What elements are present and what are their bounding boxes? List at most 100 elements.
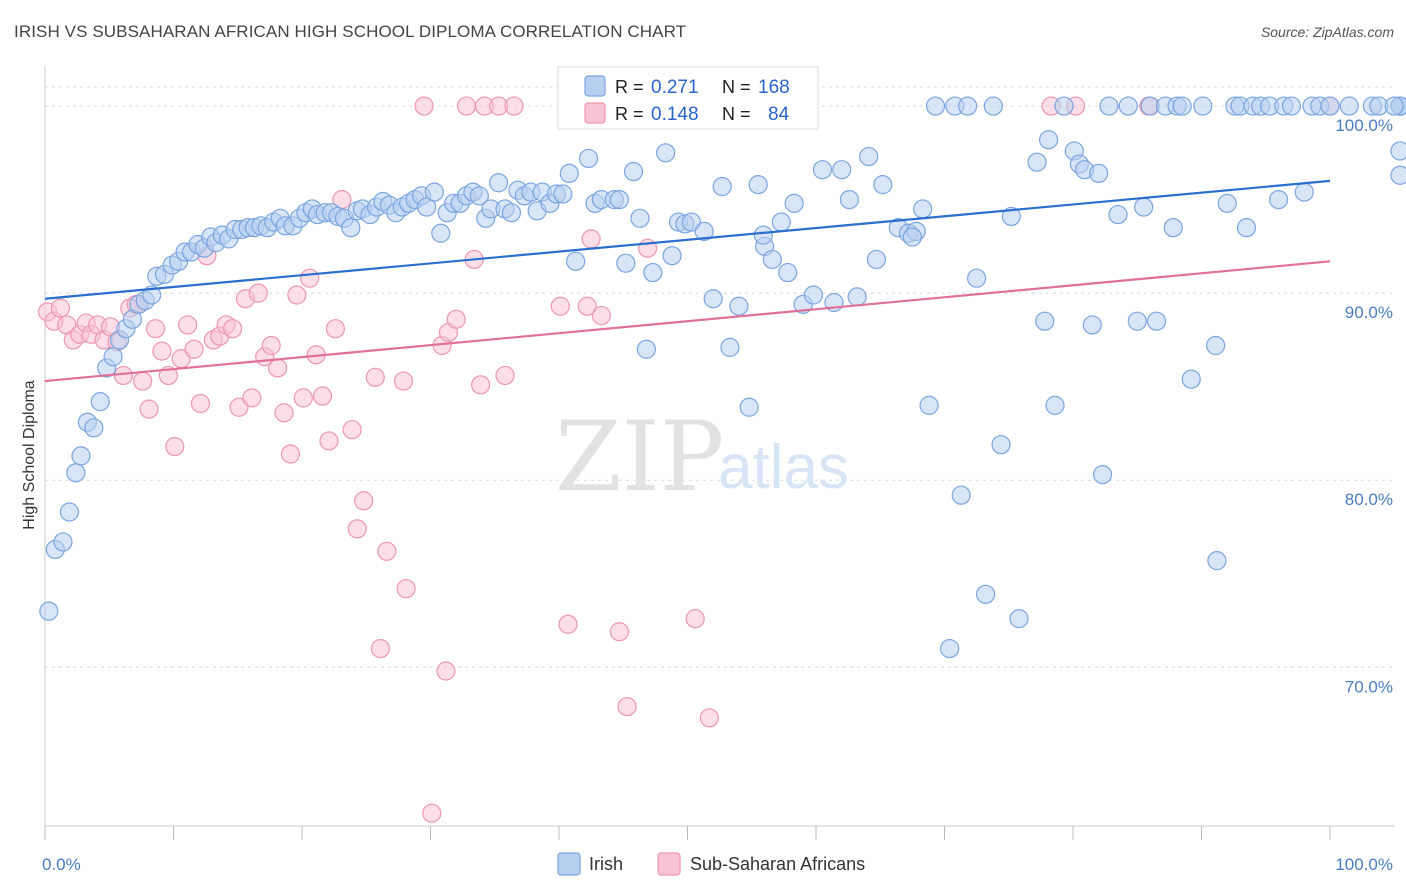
- data-point: [1236, 218, 1257, 238]
- data-point: [456, 96, 477, 116]
- data-point: [577, 296, 597, 316]
- data-point: [396, 579, 416, 599]
- data-point: [1294, 182, 1314, 202]
- data-point: [566, 251, 586, 271]
- data-point: [90, 392, 110, 412]
- data-point: [414, 96, 434, 116]
- axis-layer: [44, 66, 1395, 840]
- legend-r-value-irish: 0.271: [651, 77, 699, 98]
- data-point: [293, 388, 313, 408]
- data-point: [1320, 96, 1340, 116]
- data-point: [643, 262, 663, 283]
- data-point: [300, 268, 320, 288]
- data-point: [103, 347, 123, 367]
- data-point: [431, 223, 451, 243]
- data-point: [377, 541, 397, 561]
- data-point: [274, 403, 294, 423]
- data-point: [784, 193, 804, 213]
- data-point: [1108, 204, 1128, 225]
- data-point: [685, 609, 705, 629]
- data-point: [913, 199, 933, 219]
- data-point: [1163, 218, 1183, 238]
- data-point: [958, 96, 978, 116]
- data-point: [66, 463, 86, 483]
- data-point: [1339, 96, 1359, 116]
- data-point: [325, 319, 346, 339]
- data-point: [248, 283, 268, 303]
- data-point: [578, 148, 599, 169]
- data-point: [976, 584, 996, 604]
- data-point: [489, 173, 509, 193]
- data-point: [267, 358, 288, 378]
- data-point: [859, 146, 879, 167]
- data-point: [347, 519, 367, 539]
- y-tick-label: 100.0%: [1335, 116, 1393, 135]
- data-point: [1172, 96, 1192, 116]
- data-point: [609, 189, 629, 210]
- data-point: [839, 189, 860, 210]
- data-point: [559, 163, 579, 184]
- data-point: [145, 319, 166, 339]
- data-point: [1045, 395, 1065, 415]
- data-point: [617, 696, 637, 717]
- data-point: [1390, 165, 1406, 185]
- tick-labels: 70.0% 80.0% 90.0% 100.0% 0.0% 100.0%: [42, 116, 1393, 874]
- data-point: [1281, 96, 1302, 116]
- data-point: [319, 431, 339, 451]
- data-point: [866, 249, 886, 270]
- data-point: [184, 339, 204, 359]
- data-point: [919, 395, 939, 415]
- trend-line-irish: [44, 179, 1331, 300]
- data-point: [720, 337, 740, 357]
- data-point: [471, 375, 491, 395]
- data-point: [1038, 130, 1059, 150]
- data-point: [591, 305, 612, 326]
- data-point: [142, 285, 162, 305]
- data-point: [242, 388, 262, 408]
- bottom-legend: Irish Sub-Saharan Africans: [557, 852, 865, 876]
- y-tick-label: 90.0%: [1345, 303, 1393, 322]
- data-point: [553, 184, 573, 204]
- data-point: [39, 601, 59, 621]
- data-point: [365, 367, 385, 387]
- y-tick-label: 70.0%: [1345, 677, 1393, 696]
- data-point: [71, 446, 91, 466]
- data-point: [436, 661, 456, 681]
- data-point: [446, 309, 466, 329]
- data-point: [393, 371, 414, 391]
- data-point: [558, 614, 578, 634]
- y-tick-label: 80.0%: [1345, 490, 1393, 509]
- data-point: [925, 96, 946, 116]
- data-point: [748, 175, 768, 195]
- bottom-legend-label-ssa: Sub-Saharan Africans: [690, 854, 865, 874]
- data-point: [417, 197, 437, 217]
- data-point: [1009, 609, 1029, 629]
- data-point: [312, 386, 333, 406]
- data-point: [1268, 189, 1289, 210]
- legend-swatch-ssa: [584, 102, 606, 124]
- data-point: [662, 246, 682, 266]
- data-point: [190, 393, 211, 414]
- data-point: [1092, 464, 1113, 485]
- data-point: [501, 203, 522, 223]
- data-point: [280, 444, 301, 464]
- data-point: [1127, 311, 1147, 331]
- bottom-legend-swatch-irish: [557, 852, 581, 876]
- data-point: [712, 176, 732, 197]
- series-irish: [39, 96, 1406, 659]
- data-point: [729, 296, 749, 316]
- bottom-legend-label-irish: Irish: [589, 854, 623, 874]
- data-point: [609, 622, 629, 642]
- data-point: [223, 319, 243, 339]
- y-axis-title: High School Diploma: [21, 380, 38, 530]
- data-point: [1206, 335, 1226, 356]
- data-point: [139, 399, 159, 419]
- data-point: [342, 420, 362, 440]
- watermark-atlas: atlas: [718, 433, 849, 502]
- legend-n-value-irish: 168: [758, 77, 790, 98]
- source-credit: Source: ZipAtlas.com: [1260, 24, 1394, 40]
- data-point: [1099, 96, 1119, 116]
- legend-n-label-ssa: N =: [722, 104, 751, 124]
- data-point: [832, 160, 852, 180]
- data-point: [1146, 311, 1167, 331]
